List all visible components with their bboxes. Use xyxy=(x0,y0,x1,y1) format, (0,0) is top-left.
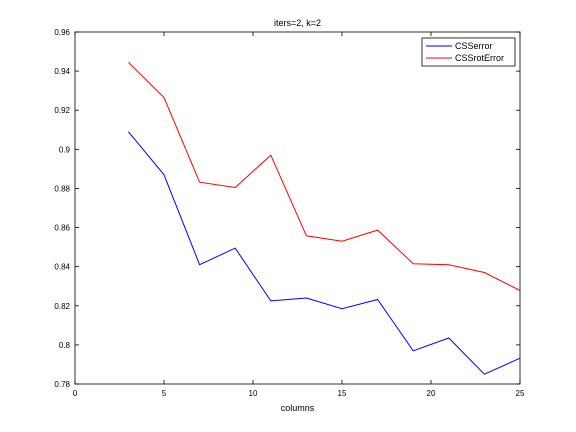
chart-title: iters=2, k=2 xyxy=(274,18,321,28)
x-tick-label: 10 xyxy=(249,389,258,398)
y-tick-label: 0.8 xyxy=(59,341,71,350)
y-tick-label: 0.92 xyxy=(54,106,70,115)
y-tick-label: 0.94 xyxy=(54,67,70,76)
y-tick-label: 0.84 xyxy=(54,263,70,272)
x-tick-label: 0 xyxy=(73,389,78,398)
plot-area xyxy=(75,32,520,384)
y-tick-label: 0.78 xyxy=(54,380,70,389)
x-tick-label: 15 xyxy=(338,389,347,398)
y-tick-label: 0.82 xyxy=(54,302,70,311)
legend-label-csserror: CSSerror xyxy=(455,41,493,51)
y-tick-label: 0.86 xyxy=(54,224,70,233)
y-tick-label: 0.88 xyxy=(54,184,70,193)
legend-label-cssroterror: CSSrotError xyxy=(455,53,504,63)
x-tick-label: 5 xyxy=(162,389,167,398)
x-tick-label: 25 xyxy=(516,389,525,398)
x-axis-label: columns xyxy=(281,403,315,413)
legend: CSSerror CSSrotError xyxy=(422,38,515,66)
y-tick-label: 0.96 xyxy=(54,28,70,37)
x-tick-label: 20 xyxy=(427,389,436,398)
y-tick-label: 0.9 xyxy=(59,145,71,154)
